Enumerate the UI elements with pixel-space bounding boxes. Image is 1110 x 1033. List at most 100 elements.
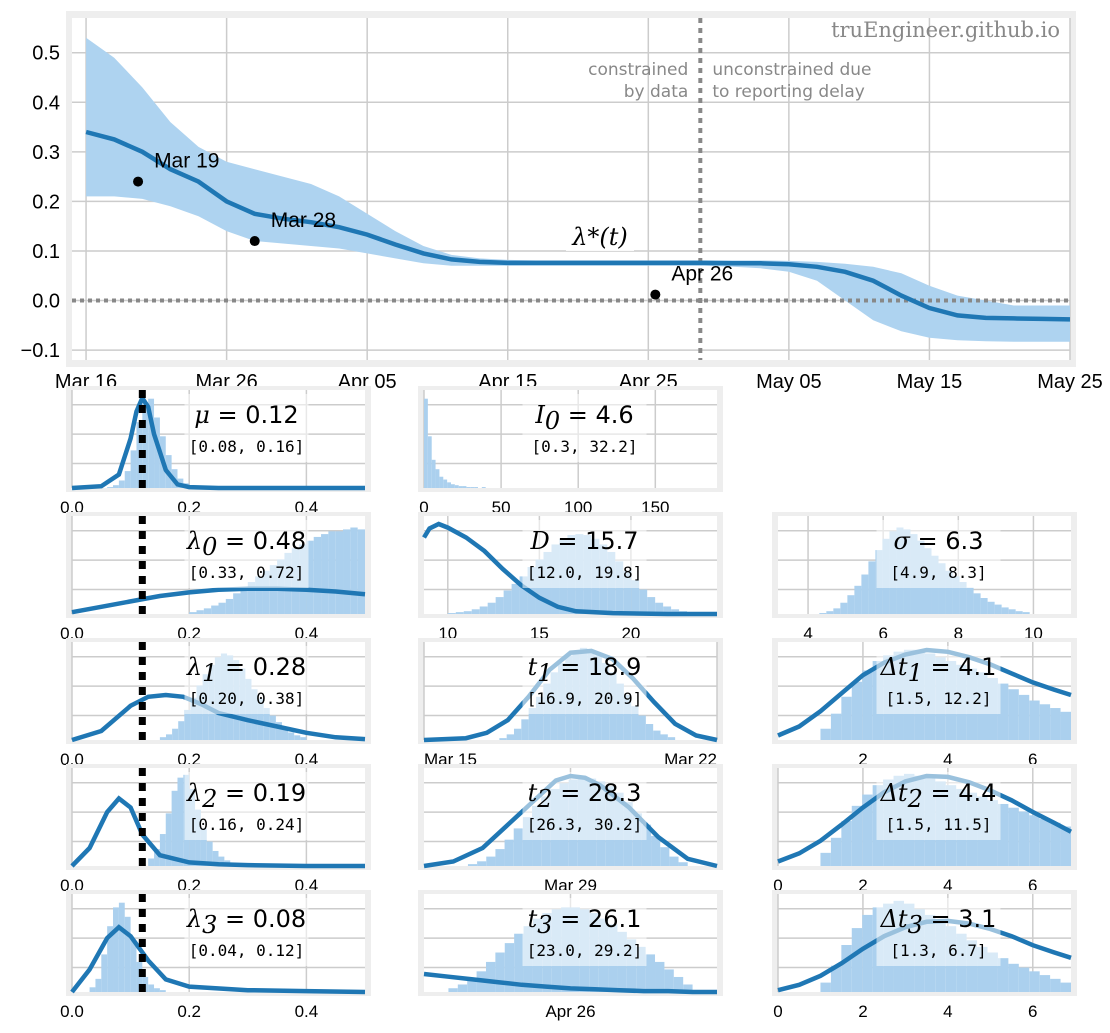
histogram-bar [623,570,632,614]
credible-interval-label: [1.5, 11.5] [886,815,992,834]
histogram-bar [177,777,184,866]
histogram-bar [467,864,478,866]
credible-interval-label: [0.04, 0.12] [189,941,305,960]
histogram-bar [200,828,207,866]
date-marker [249,236,260,247]
param-label: D = 15.7 [529,527,638,555]
credible-interval-label: [0.33, 0.72] [189,563,305,582]
panel-x-tick-label: 6 [1028,750,1037,769]
credible-interval-label: [4.9, 8.3] [890,563,986,582]
histogram-bar [89,987,96,992]
histogram-bar [486,856,496,866]
param-label-box [184,394,309,462]
credible-interval-label: [26.3, 30.2] [527,815,643,834]
panel-x-tick-label: 0 [419,498,428,517]
histogram-bar [673,976,684,992]
histogram-bar [427,436,432,488]
histogram-bar [820,982,831,992]
param-label-box [184,520,309,588]
histogram-bar [997,958,1009,992]
histogram-bar [178,721,185,740]
param-label: λ2 = 0.19 [186,779,306,813]
credible-interval-label: [1.3, 6.7] [890,941,986,960]
histogram-bar [519,576,528,614]
histogram-bar [511,583,520,614]
histogram-bar [184,709,191,740]
histogram-bar [321,534,329,614]
histogram-bar [1022,612,1030,614]
histogram-bar [830,837,842,866]
y-tick-label: −0.1 [21,340,60,362]
histogram-bar [1039,819,1051,866]
histogram-bar [987,601,995,614]
histogram-bar [172,728,179,740]
credible-interval-label: [23.0, 29.2] [527,941,643,960]
histogram-bar [124,471,131,488]
param-label-box [522,520,647,588]
panel-x-tick-label: 4 [803,624,812,643]
histogram-bar [841,945,852,992]
histogram-bar [847,595,855,614]
histogram-bar [638,715,646,740]
histogram-bar [1039,975,1051,992]
histogram-bar [113,485,119,488]
histogram-bar [343,529,351,614]
credible-interval-label: [1.5, 12.2] [886,689,992,708]
histogram-bar [503,590,512,614]
histogram-bar [251,689,258,740]
date-marker-label: Apr 26 [671,263,733,286]
posterior-panel: 0 2 4 6 Δt2 = 4.4 [1.5, 11.5] [772,764,1077,895]
unconstrained-note: to reporting delay [712,82,865,102]
y-tick-label: 0.0 [32,291,60,313]
histogram-bar [130,940,137,992]
histogram-bar [1060,982,1071,992]
histogram-bar [1008,609,1016,614]
prior-curve [422,521,717,617]
credible-interval-label: [16.9, 20.9] [527,689,643,708]
histogram-bar [826,611,834,614]
param-label-box [876,520,1001,588]
histogram-bar [257,698,264,740]
credible-band [86,37,1071,342]
histogram-bar [457,984,468,992]
param-label: t2 = 28.3 [528,779,642,813]
histogram-bar [240,587,248,614]
histogram-bar [107,487,114,488]
histogram-bar [313,536,322,614]
credible-interval-label: [12.0, 19.8] [527,563,643,582]
histogram-bar [166,734,173,740]
histogram-bar [945,570,953,614]
constrained-note: by data [624,82,689,102]
histogram-bar [171,790,178,866]
constrained-note: constrained [588,60,688,80]
prior-curve [70,795,365,869]
histogram-bar [952,576,960,614]
histogram-bar [101,954,108,992]
histogram-bar [485,961,496,992]
panel-x-tick-label: 6 [1028,876,1037,895]
histogram-bar [130,450,137,488]
histogram-bar [830,965,842,992]
prior-curve [70,924,366,995]
y-tick-label: 0.2 [32,191,60,213]
histogram-bar [1050,978,1061,992]
histogram-bar [95,978,102,992]
posterior-panel: 0.0 0.2 0.4λ0 = 0.48[0.33, 0.72] [60,512,371,643]
credible-interval-label: [0.3, 32.2] [532,437,638,456]
date-marker [650,289,661,300]
histogram-bar [645,954,656,992]
histogram-bar [833,608,841,614]
panel-x-tick-label: 2 [858,876,867,895]
histogram-bar [851,928,863,992]
x-tick-label: May 25 [1037,371,1103,393]
posterior-panel: 0.0 0.2 0.4λ1 = 0.28[0.20, 0.38] [60,638,371,769]
histogram-bar [959,582,967,614]
histogram-bar [861,574,869,614]
histogram-bar [1015,611,1023,614]
histogram-bar [142,403,149,488]
histogram-bar [148,398,155,488]
panel-x-tick-label: 8 [954,624,963,643]
